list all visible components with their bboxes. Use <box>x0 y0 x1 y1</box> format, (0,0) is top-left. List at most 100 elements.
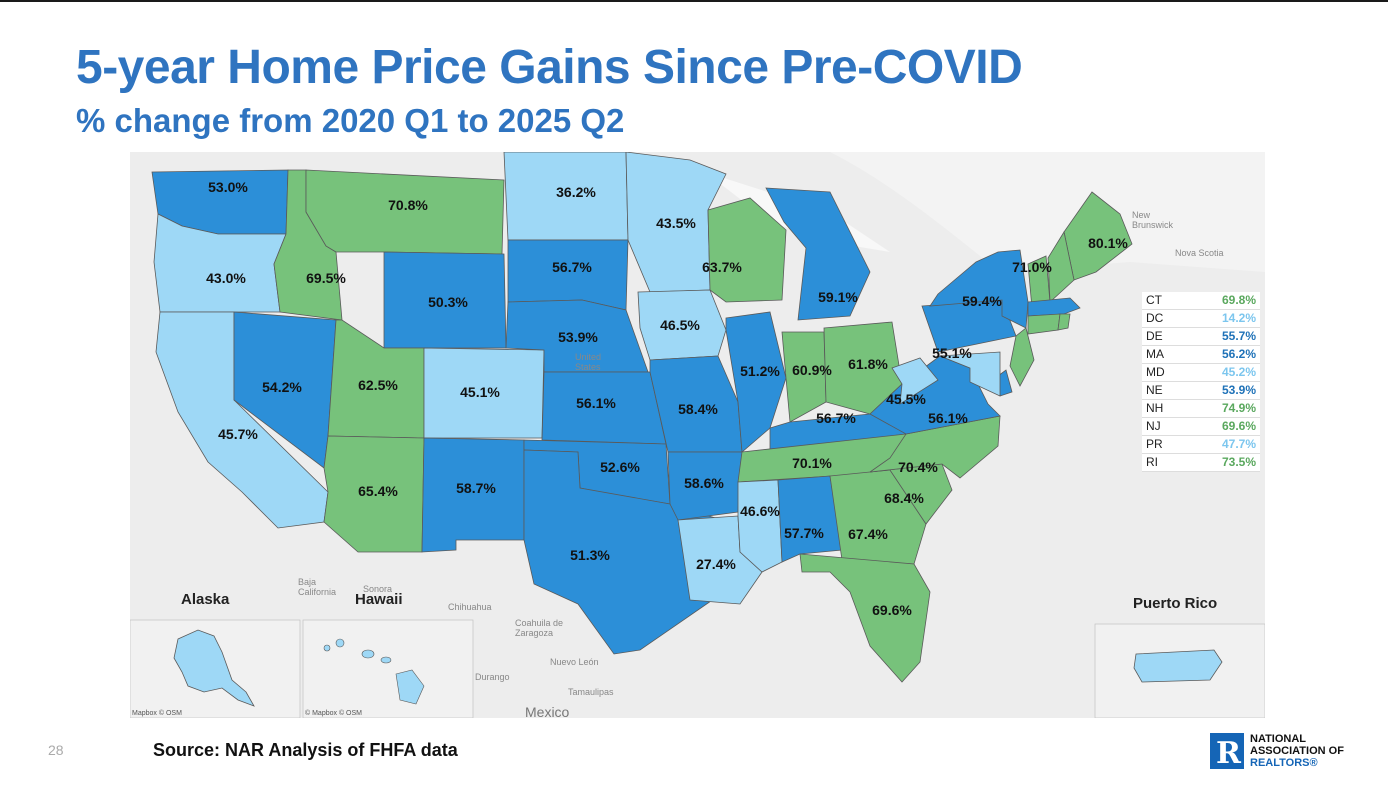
state-value-label-OR: 43.0% <box>206 270 246 286</box>
states-layer <box>151 152 1133 683</box>
state-TX <box>523 449 725 655</box>
table-state-code: NE <box>1142 381 1198 400</box>
state-value-label-MT: 70.8% <box>388 197 428 213</box>
table-state-code: CT <box>1142 292 1198 310</box>
state-value-label-OH: 61.8% <box>848 356 888 372</box>
state-value-label-MO: 58.4% <box>678 401 718 417</box>
geo-nova-scotia: Nova Scotia <box>1175 248 1224 258</box>
geo-sonora: Sonora <box>363 584 392 594</box>
state-value-label-IN: 60.9% <box>792 362 832 378</box>
realtor-r-logo-icon: R <box>1210 733 1244 771</box>
table-row: NH 74.9% <box>1142 399 1260 418</box>
geo-coahuila: Coahuila de Zaragoza <box>515 618 563 638</box>
state-value-label-OK: 52.6% <box>600 459 640 475</box>
geo-baja: Baja California <box>298 577 336 597</box>
table-state-value: 45.2% <box>1198 363 1260 382</box>
state-FL <box>799 553 931 683</box>
logo-line-1: NATIONAL <box>1250 733 1307 745</box>
state-value-label-MN: 43.5% <box>656 215 696 231</box>
state-value-label-AR: 58.6% <box>684 475 724 491</box>
page-title: 5-year Home Price Gains Since Pre-COVID <box>76 41 1023 94</box>
geo-nuevo-leon: Nuevo León <box>550 657 599 667</box>
state-value-label-NE: 53.9% <box>558 329 598 345</box>
table-state-value: 73.5% <box>1198 453 1260 472</box>
logo-mark-letter: R <box>1216 736 1241 771</box>
state-value-label-KY: 56.7% <box>816 410 856 426</box>
table-state-code: DE <box>1142 327 1198 346</box>
state-value-label-KS: 56.1% <box>576 395 616 411</box>
state-labels-layer: 53.0% 43.0% 45.7% 54.2% 69.5% 70.8% 50.3% 62.5%… <box>194 179 1198 673</box>
state-value-label-VA: 56.1% <box>928 410 968 426</box>
state-MA <box>1027 297 1081 317</box>
table-state-code: NH <box>1142 399 1198 418</box>
puerto-rico-inset: Puerto Rico <box>1094 595 1265 718</box>
state-value-label-GA: 67.4% <box>848 526 888 542</box>
hawaii-inset: Hawaii © Mapbox © OSM <box>302 591 474 718</box>
state-value-label-NY: 59.4% <box>962 293 1002 309</box>
state-WV <box>891 357 939 405</box>
state-value-label-TX: 51.3% <box>570 547 610 563</box>
table-state-value: 74.9% <box>1198 399 1260 418</box>
table-row: NE 53.9% <box>1142 381 1260 400</box>
state-NJ <box>1009 327 1035 387</box>
table-state-value: 47.7% <box>1198 435 1260 454</box>
state-value-label-WY: 50.3% <box>428 294 468 310</box>
table-state-code: MD <box>1142 363 1198 382</box>
table-state-code: RI <box>1142 453 1198 472</box>
alaska-inset: Alaska Mapbox © OSM <box>130 591 301 718</box>
alaska-title: Alaska <box>181 591 230 608</box>
state-value-label-IL: 51.2% <box>740 363 780 379</box>
state-RI <box>1057 313 1071 331</box>
state-NC <box>869 415 1001 479</box>
table-state-value: 56.2% <box>1198 345 1260 364</box>
state-HI <box>323 638 425 705</box>
state-value-label-FL: 69.6% <box>872 602 912 618</box>
state-SD <box>507 239 629 311</box>
table-row: MD 45.2% <box>1142 363 1260 382</box>
geo-durango: Durango <box>475 672 510 682</box>
state-value-label-SD: 56.7% <box>552 259 592 275</box>
hawaii-credit: © Mapbox © OSM <box>305 709 362 717</box>
state-IL <box>725 311 787 453</box>
state-value-label-CA: 45.7% <box>218 426 258 442</box>
page-subtitle: % change from 2020 Q1 to 2025 Q2 <box>76 102 625 139</box>
state-value-label-IA: 46.5% <box>660 317 700 333</box>
state-value-label-TN: 70.1% <box>792 455 832 471</box>
hawaii-title: Hawaii <box>355 591 403 608</box>
state-value-label-WV: 45.5% <box>886 391 926 407</box>
table-state-value: 14.2% <box>1198 309 1260 328</box>
state-PR <box>1133 649 1223 683</box>
alaska-credit: Mapbox © OSM <box>132 709 182 717</box>
puerto-rico-title: Puerto Rico <box>1133 595 1217 612</box>
map-canvas: 53.0% 43.0% 45.7% 54.2% 69.5% 70.8% 50.3% 62.5%… <box>130 152 1265 718</box>
table-state-code: MA <box>1142 345 1198 364</box>
table-state-value: 55.7% <box>1198 327 1260 346</box>
state-value-label-NV: 54.2% <box>262 379 302 395</box>
geo-labels: Mexico Baja California Sonora Chihuahua C… <box>298 210 1224 718</box>
state-AK <box>173 629 255 707</box>
state-MD <box>939 351 1001 397</box>
table-row: DE 55.7% <box>1142 327 1260 346</box>
state-value-label-NM: 58.7% <box>456 480 496 496</box>
state-value-label-ID: 69.5% <box>306 270 346 286</box>
source-note: Source: NAR Analysis of FHFA data <box>153 740 458 760</box>
logo-line-2: ASSOCIATION OF <box>1250 745 1344 757</box>
state-MT <box>305 169 505 255</box>
geo-new-brunswick: New Brunswick <box>1132 210 1174 230</box>
top-rule <box>0 0 1388 2</box>
table-state-value: 69.6% <box>1198 417 1260 436</box>
state-value-label-SC: 68.4% <box>884 490 924 506</box>
state-value-label-AL: 57.7% <box>784 525 824 541</box>
state-value-label-VT: 71.0% <box>1012 259 1052 275</box>
state-value-label-LA: 27.4% <box>696 556 736 572</box>
logo-line-3: REALTORS <box>1250 757 1310 769</box>
table-row: NJ 69.6% <box>1142 417 1260 436</box>
state-WI <box>707 197 787 303</box>
state-value-label-ND: 36.2% <box>556 184 596 200</box>
table-row: DC 14.2% <box>1142 309 1260 328</box>
table-state-code: PR <box>1142 435 1198 454</box>
table-row: CT 69.8% <box>1142 292 1260 310</box>
small-states-table: CT 69.8% DC 14.2% DE 55.7% MA 56.2% MD 45.2% NE 53.… <box>1142 292 1260 472</box>
state-value-label-ME: 80.1% <box>1088 235 1128 251</box>
geo-mexico: Mexico <box>525 704 570 718</box>
